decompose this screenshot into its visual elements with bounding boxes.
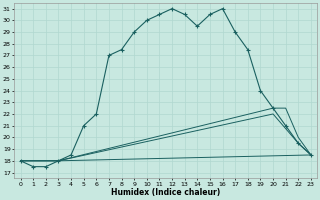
X-axis label: Humidex (Indice chaleur): Humidex (Indice chaleur) (111, 188, 220, 197)
